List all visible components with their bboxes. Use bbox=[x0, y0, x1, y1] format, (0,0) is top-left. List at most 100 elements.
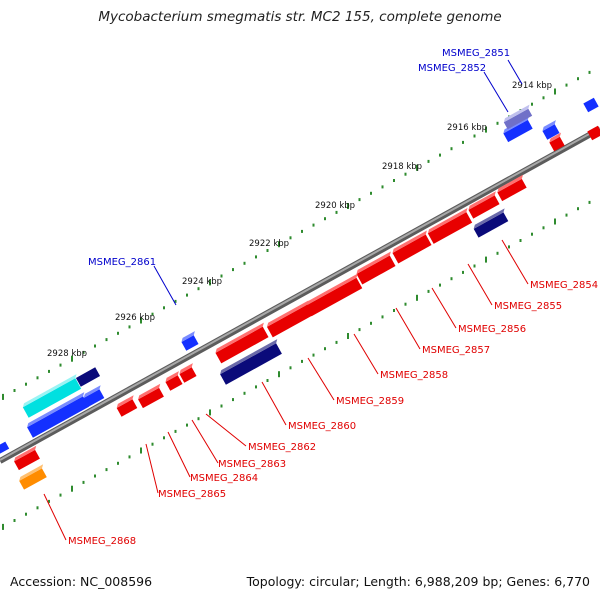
leader-msmeg-2854 bbox=[501, 239, 529, 285]
tick-dot bbox=[71, 355, 73, 362]
kbp-label: 2914 kbp bbox=[512, 81, 552, 91]
tick-dot bbox=[393, 179, 395, 182]
gene-block-msmeg-2856[interactable] bbox=[426, 208, 474, 244]
tick-dot bbox=[232, 398, 234, 402]
tick-dot bbox=[232, 268, 234, 272]
tick-dot bbox=[128, 325, 131, 329]
gene-leader-lines bbox=[43, 59, 529, 541]
gene-block-edge-top[interactable] bbox=[583, 97, 599, 113]
gene-block-edge-left[interactable] bbox=[0, 441, 10, 455]
gene-block-red-tiny[interactable] bbox=[548, 132, 567, 152]
gene-blocks-inner bbox=[13, 125, 600, 490]
gene-label-msmeg-2859[interactable]: MSMEG_2859 bbox=[336, 396, 404, 407]
gene-block-red-edge[interactable] bbox=[587, 125, 600, 141]
gene-block-msmeg-2862[interactable] bbox=[178, 363, 199, 383]
tick-dot bbox=[393, 309, 395, 312]
tick-dot bbox=[36, 506, 39, 510]
gene-label-msmeg-2852[interactable]: MSMEG_2852 bbox=[418, 63, 486, 74]
tick-dot bbox=[439, 153, 441, 157]
leader-msmeg-2855 bbox=[467, 263, 493, 306]
gene-label-msmeg-2857[interactable]: MSMEG_2857 bbox=[422, 345, 490, 356]
tick-dot bbox=[140, 317, 142, 324]
gene-block-navy-outer[interactable] bbox=[75, 367, 101, 387]
leader-msmeg-2852 bbox=[483, 71, 509, 113]
tick-dot bbox=[427, 289, 430, 293]
tick-dot bbox=[186, 423, 188, 427]
tick-dot bbox=[473, 264, 476, 268]
tick-dot bbox=[370, 321, 372, 325]
tick-dot bbox=[554, 218, 556, 225]
tick-dot bbox=[462, 140, 464, 144]
gene-label-msmeg-2865[interactable]: MSMEG_2865 bbox=[158, 489, 226, 500]
tick-dot bbox=[370, 191, 372, 195]
kbp-label: 2918 kbp bbox=[382, 162, 422, 172]
accession-text: Accession: NC_008596 bbox=[10, 574, 153, 589]
tick-dot bbox=[94, 474, 96, 478]
tick-dot bbox=[25, 382, 27, 386]
tick-dot bbox=[324, 217, 326, 221]
gene-label-msmeg-2863[interactable]: MSMEG_2863 bbox=[218, 459, 286, 470]
tick-dot bbox=[278, 241, 280, 248]
tick-dot bbox=[496, 121, 499, 125]
gene-block-msmeg-2860[interactable] bbox=[219, 339, 285, 385]
gene-block-blue-small[interactable] bbox=[82, 385, 107, 407]
gene-block-msmeg-2863[interactable] bbox=[164, 371, 185, 391]
kbp-label: 2928 kbp bbox=[47, 349, 87, 359]
tick-dot bbox=[301, 229, 303, 233]
gene-block-msmeg-2859b[interactable] bbox=[266, 300, 316, 338]
gene-block-msmeg-2868[interactable] bbox=[18, 464, 50, 490]
gene-label-msmeg-2861[interactable]: MSMEG_2861 bbox=[88, 257, 156, 268]
gene-block-msmeg-2854[interactable] bbox=[472, 208, 511, 238]
gene-label-msmeg-2868[interactable]: MSMEG_2868 bbox=[68, 536, 136, 547]
kbp-label: 2924 kbp bbox=[182, 277, 222, 287]
tick-dot bbox=[48, 499, 50, 503]
tick-dot bbox=[117, 461, 119, 465]
gene-block-msmeg-2854a[interactable] bbox=[496, 174, 529, 202]
gene-label-msmeg-2864[interactable]: MSMEG_2864 bbox=[190, 473, 258, 484]
gene-block-msmeg-2860b[interactable] bbox=[214, 322, 271, 364]
gene-block-msmeg-2853[interactable] bbox=[541, 120, 562, 140]
tick-dot bbox=[312, 223, 315, 227]
gene-label-msmeg-2854[interactable]: MSMEG_2854 bbox=[530, 280, 598, 291]
tick-dot bbox=[82, 480, 85, 484]
gene-label-msmeg-2860[interactable]: MSMEG_2860 bbox=[288, 421, 356, 432]
gene-block-msmeg-2855[interactable] bbox=[467, 191, 502, 219]
gene-block-msmeg-2859[interactable] bbox=[304, 273, 365, 317]
gene-block-msmeg-2857[interactable] bbox=[391, 230, 434, 264]
tick-dot bbox=[174, 299, 177, 303]
gene-block-msmeg-2851[interactable] bbox=[502, 104, 534, 130]
gene-label-msmeg-2851[interactable]: MSMEG_2851 bbox=[442, 48, 510, 59]
leader-msmeg-2865 bbox=[145, 443, 159, 494]
tick-dot bbox=[255, 255, 257, 259]
gene-label-msmeg-2856[interactable]: MSMEG_2856 bbox=[458, 324, 526, 335]
tick-dot bbox=[381, 315, 384, 319]
tick-dot bbox=[36, 376, 39, 380]
gene-label-msmeg-2855[interactable]: MSMEG_2855 bbox=[494, 301, 562, 312]
tick-dot bbox=[554, 88, 556, 95]
tick-dot bbox=[519, 239, 522, 242]
tick-dot bbox=[209, 409, 211, 416]
tick-dot bbox=[197, 417, 200, 421]
tick-dot bbox=[404, 302, 407, 306]
tick-dot bbox=[485, 256, 487, 263]
gene-block-msmeg-2864[interactable] bbox=[137, 383, 167, 409]
gene-label-msmeg-2858[interactable]: MSMEG_2858 bbox=[380, 370, 448, 381]
gene-block-red-left[interactable] bbox=[13, 445, 43, 471]
tick-dot bbox=[71, 485, 73, 492]
gene-block-blue-outer[interactable] bbox=[26, 392, 92, 438]
gene-block-msmeg-2858[interactable] bbox=[355, 251, 398, 285]
gene-block-msmeg-2865[interactable] bbox=[115, 395, 140, 417]
gene-block-cyan[interactable] bbox=[21, 374, 83, 418]
tick-dot bbox=[577, 207, 579, 211]
tick-dot bbox=[416, 294, 418, 301]
tick-dot bbox=[508, 245, 510, 249]
tick-dot bbox=[381, 185, 384, 189]
leader-msmeg-2862 bbox=[205, 413, 247, 447]
gene-block-msmeg-2861[interactable] bbox=[180, 331, 201, 351]
gene-label-msmeg-2862[interactable]: MSMEG_2862 bbox=[248, 442, 316, 453]
kbp-label: 2922 kbp bbox=[249, 239, 289, 249]
tick-dot bbox=[209, 279, 211, 286]
tick-dot bbox=[117, 331, 119, 335]
